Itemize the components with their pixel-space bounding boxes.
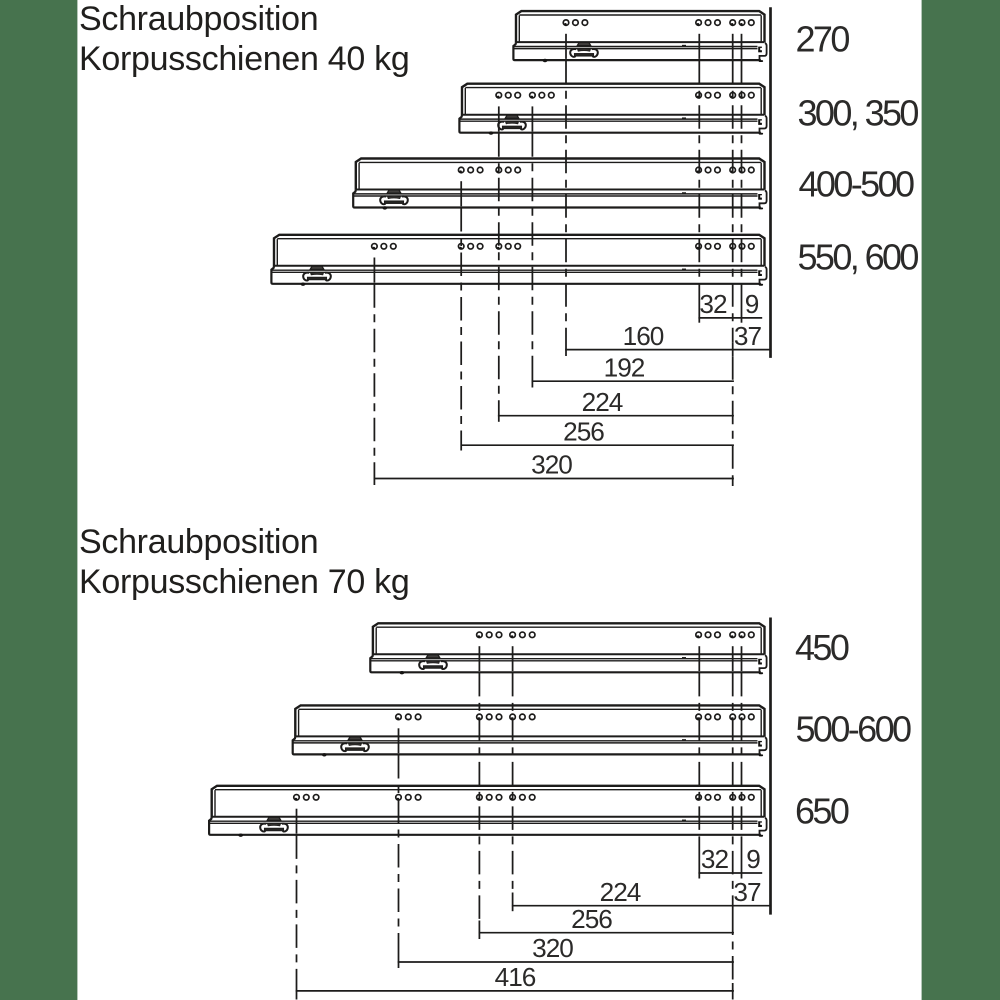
svg-text:256: 256 [563, 416, 604, 446]
svg-text:320: 320 [532, 933, 573, 963]
svg-text:160: 160 [623, 321, 664, 351]
svg-text:550, 600: 550, 600 [798, 236, 919, 277]
svg-text:400-500: 400-500 [799, 164, 914, 205]
svg-text:37: 37 [734, 321, 762, 351]
svg-text:Korpusschienen 70 kg: Korpusschienen 70 kg [79, 563, 409, 601]
svg-text:192: 192 [604, 352, 645, 382]
svg-text:37: 37 [733, 877, 761, 907]
svg-text:320: 320 [531, 450, 572, 480]
svg-text:650: 650 [795, 791, 849, 832]
svg-text:Korpusschienen 40 kg: Korpusschienen 40 kg [79, 40, 409, 78]
svg-text:9: 9 [746, 844, 760, 874]
svg-text:9: 9 [745, 289, 759, 319]
svg-text:500-600: 500-600 [796, 709, 911, 750]
svg-text:300, 350: 300, 350 [798, 93, 919, 134]
svg-text:Schraubposition: Schraubposition [79, 523, 318, 561]
svg-text:450: 450 [795, 627, 849, 668]
svg-text:224: 224 [600, 877, 641, 907]
svg-text:224: 224 [582, 387, 623, 417]
svg-text:32: 32 [701, 844, 729, 874]
svg-text:416: 416 [495, 962, 536, 992]
svg-text:32: 32 [699, 289, 727, 319]
svg-text:270: 270 [796, 19, 850, 60]
svg-text:Schraubposition: Schraubposition [79, 0, 318, 38]
svg-text:256: 256 [571, 904, 612, 934]
